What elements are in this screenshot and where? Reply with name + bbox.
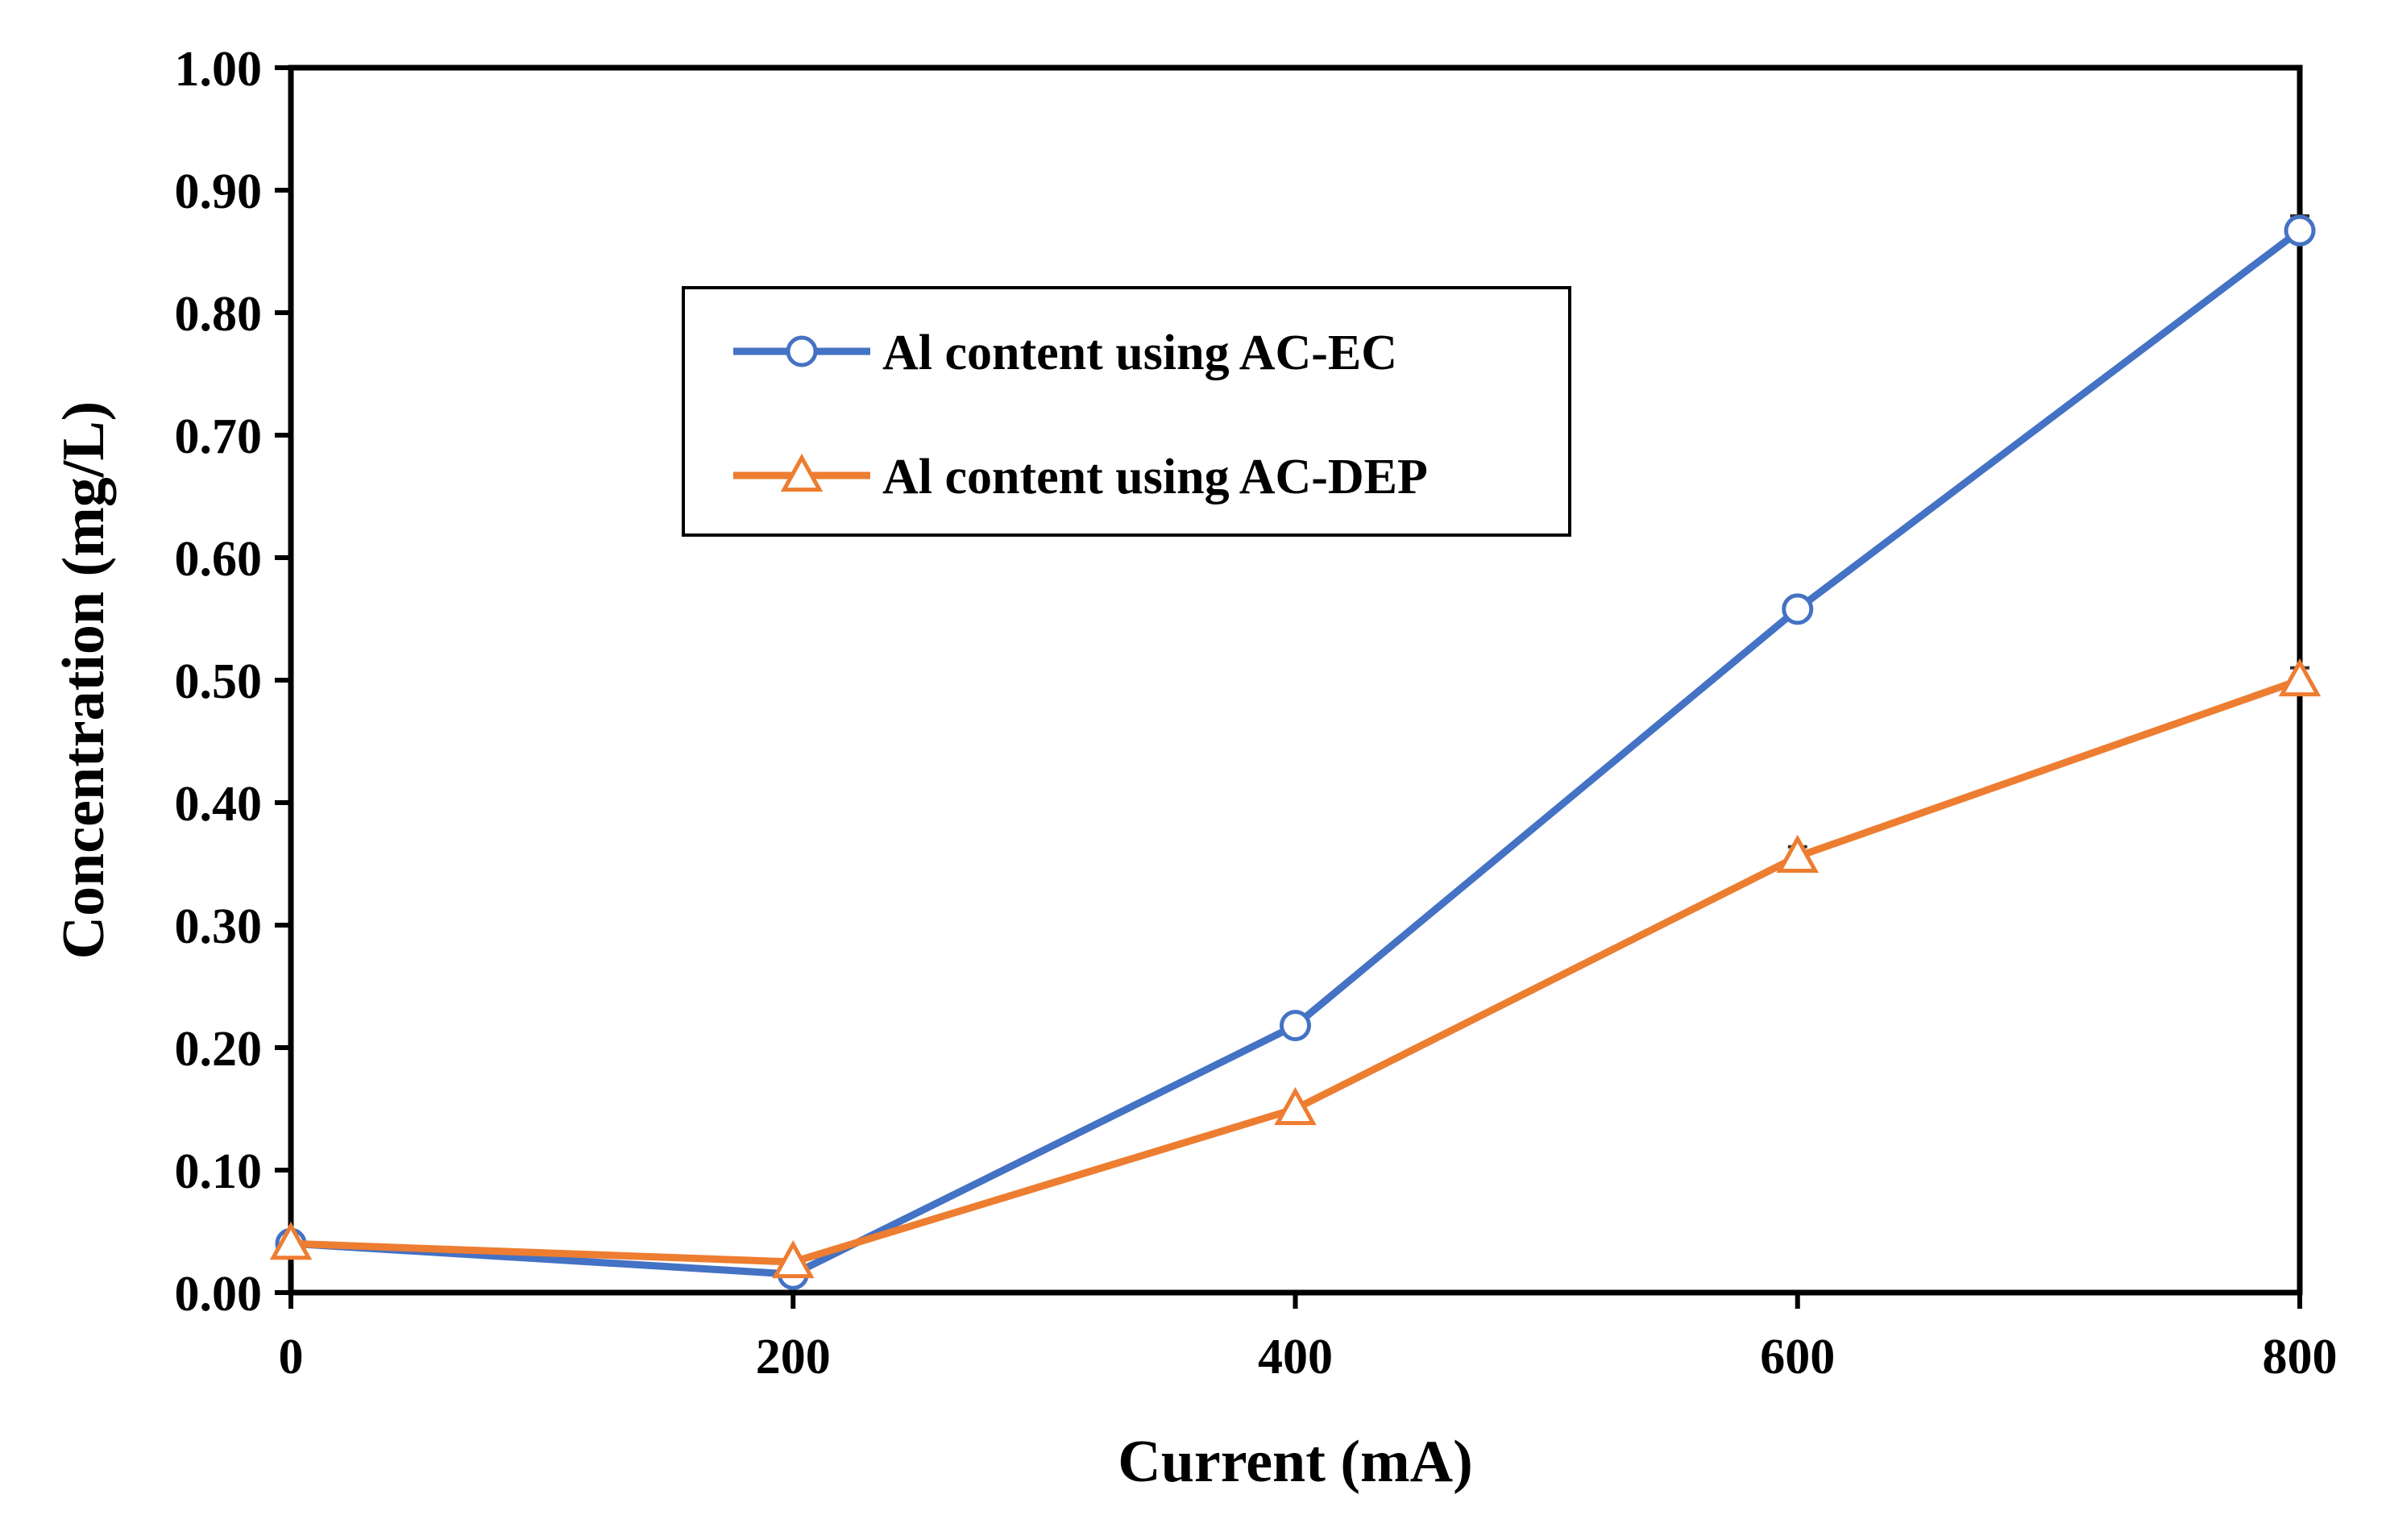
y-tick-label: 0.40 bbox=[175, 777, 263, 832]
legend: Al content using AC-EC Al content using A… bbox=[682, 286, 1571, 537]
data-point-marker bbox=[780, 453, 824, 492]
y-tick-label: 0.70 bbox=[175, 409, 263, 464]
data-point-marker bbox=[2278, 658, 2322, 697]
data-point-marker bbox=[2284, 214, 2316, 247]
y-tick-label: 1.00 bbox=[175, 42, 263, 97]
data-point-marker bbox=[1782, 593, 1814, 625]
x-tick-label: 800 bbox=[2263, 1330, 2338, 1384]
data-point-marker bbox=[772, 1239, 815, 1279]
y-tick-label: 0.20 bbox=[175, 1022, 263, 1077]
legend-label: Al content using AC-EC bbox=[882, 326, 1397, 380]
x-axis-title: Current (mA) bbox=[1118, 1429, 1472, 1495]
y-tick-label: 0.30 bbox=[175, 899, 263, 954]
y-tick-label: 0.90 bbox=[175, 164, 263, 219]
x-tick-label: 200 bbox=[756, 1330, 831, 1384]
data-point-marker bbox=[269, 1222, 313, 1260]
y-axis-title: Concentration (mg/L) bbox=[51, 401, 117, 960]
legend-box bbox=[682, 286, 1571, 537]
axes-group: 0.00 0.10 0.20 0.30 0.40 0.50 0.60 0.70 0.80 0.90… bbox=[175, 42, 2338, 1384]
x-tick-label: 600 bbox=[1760, 1330, 1835, 1384]
series-group bbox=[269, 214, 2322, 1290]
y-tick-label: 0.10 bbox=[175, 1144, 263, 1199]
legend-entry: Al content using AC-DEP bbox=[733, 450, 1428, 504]
y-tick-label: 0.80 bbox=[175, 287, 263, 342]
x-tick-label: 400 bbox=[1258, 1330, 1333, 1384]
legend-label: Al content using AC-DEP bbox=[882, 450, 1428, 504]
data-point-marker bbox=[1280, 1010, 1311, 1042]
legend-entry: Al content using AC-EC bbox=[733, 326, 1397, 380]
y-tick-label: 0.00 bbox=[175, 1267, 263, 1322]
series-2 bbox=[269, 658, 2322, 1279]
x-tick-label: 0 bbox=[279, 1330, 304, 1384]
y-tick-label: 0.50 bbox=[175, 654, 263, 709]
data-point-marker bbox=[1776, 834, 1819, 873]
data-point-marker bbox=[786, 335, 818, 367]
y-tick-label: 0.60 bbox=[175, 532, 263, 587]
data-point-marker bbox=[1274, 1086, 1317, 1126]
